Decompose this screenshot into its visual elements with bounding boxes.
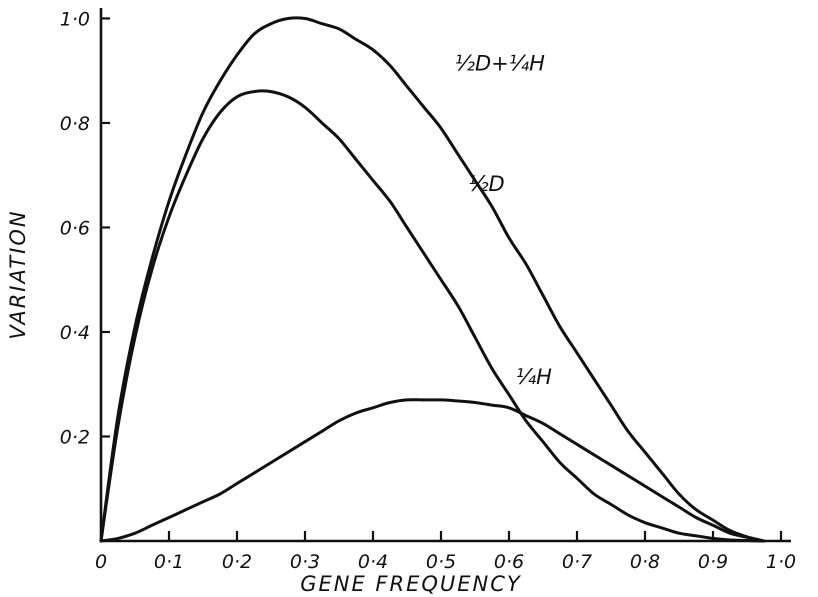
x-tick-label: 0·6: [494, 551, 524, 573]
ticks-layer: [101, 17, 783, 541]
series-label-quarter-h: ¼H: [516, 365, 552, 389]
y-tick-label: 0·6: [60, 217, 90, 239]
series-line-half-d-plus-quarter-h: [99, 16, 766, 543]
series-line-half-d: [99, 89, 766, 543]
labels-layer: 0 0·1 0·2 0·3 0·4 0·5 0·6 0·7 0·8 0·9 1·0 0·2 0·4 0·6…: [60, 8, 796, 573]
y-tick-label: 0·8: [60, 113, 90, 135]
series-label-half-d: ½D: [468, 172, 505, 196]
y-tick-label: 1·0: [60, 8, 90, 30]
y-tick-label: 0·2: [60, 426, 90, 448]
x-tick-label: 0·8: [630, 551, 660, 573]
x-tick-label: 0·5: [426, 551, 456, 573]
y-axis-label: VARIATION: [6, 209, 30, 339]
axes-layer: [99, 8, 791, 543]
x-tick-label: 0·7: [562, 551, 592, 573]
series-line-quarter-h: [99, 398, 766, 543]
x-tick-label: 1·0: [766, 551, 796, 573]
y-tick-label: 0·4: [60, 322, 90, 344]
x-tick-label: 0·3: [290, 551, 320, 573]
x-tick-label: 0·1: [154, 551, 184, 573]
x-tick-label: 0·4: [358, 551, 388, 573]
x-tick-label: 0·9: [698, 551, 728, 573]
x-tick-label: 0·2: [222, 551, 252, 573]
axis-frame: [99, 8, 791, 543]
x-tick-label: 0: [95, 551, 107, 573]
series-label-half-d-plus-quarter-h: ½D+¼H: [455, 52, 545, 76]
x-axis-label: GENE FREQUENCY: [300, 572, 522, 596]
series-layer: [99, 16, 766, 543]
